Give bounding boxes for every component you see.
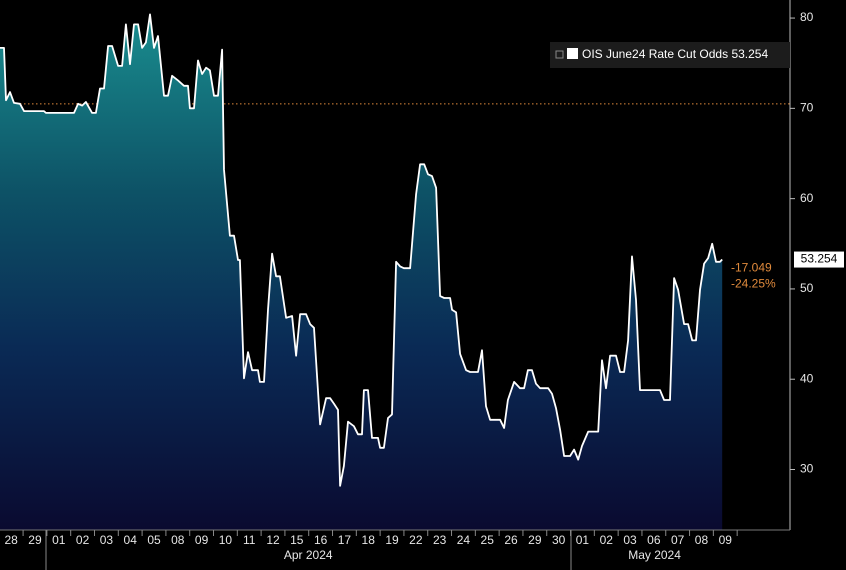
x-tick-label: 03 <box>100 533 114 547</box>
legend-box <box>550 42 790 68</box>
x-tick-label: 11 <box>243 533 256 547</box>
x-tick-label: 08 <box>695 533 709 547</box>
x-tick-label: 18 <box>362 533 376 547</box>
legend-toggle[interactable] <box>555 50 564 59</box>
x-tick-label: 22 <box>409 533 423 547</box>
legend-name: OIS June24 Rate Cut Odds <box>582 47 728 61</box>
series-line <box>0 13 723 487</box>
x-tick-label: 08 <box>171 533 185 547</box>
legend-swatch <box>567 48 578 59</box>
legend: OIS June24 Rate Cut Odds 53.254 <box>550 42 790 68</box>
x-tick-label: 29 <box>528 533 542 547</box>
x-tick-label: 12 <box>266 533 280 547</box>
x-tick-label: 03 <box>623 533 637 547</box>
y-tick-label: 50 <box>800 281 814 295</box>
x-tick-label: 09 <box>719 533 733 547</box>
y-tick-label: 40 <box>800 371 814 385</box>
x-tick-label: 06 <box>647 533 661 547</box>
x-tick-label: 26 <box>504 533 518 547</box>
area-fill <box>0 14 723 530</box>
x-tick-label: 28 <box>5 533 19 547</box>
x-tick-label: 01 <box>576 533 590 547</box>
change-label: -17.049 <box>731 261 772 275</box>
x-group-label: Apr 2024 <box>284 548 333 562</box>
x-tick-label: 15 <box>290 533 304 547</box>
x-tick-label: 24 <box>457 533 471 547</box>
x-tick-label: 19 <box>385 533 399 547</box>
y-tick-label: 30 <box>800 462 814 476</box>
y-tick-label: 80 <box>800 10 814 24</box>
x-tick-label: 04 <box>124 533 138 547</box>
legend-value: 53.254 <box>731 47 768 61</box>
change-pct-label: -24.25% <box>731 277 776 291</box>
y-tick-label: 70 <box>800 101 814 115</box>
x-tick-label: 02 <box>76 533 90 547</box>
x-tick-label: 29 <box>28 533 42 547</box>
x-tick-label: 01 <box>52 533 66 547</box>
x-tick-label: 10 <box>219 533 233 547</box>
last-value-box <box>794 251 844 268</box>
x-tick-label: 16 <box>314 533 328 547</box>
x-tick-label: 25 <box>481 533 495 547</box>
legend-text: OIS June24 Rate Cut Odds 53.254 <box>582 47 768 61</box>
x-tick-label: 17 <box>338 533 352 547</box>
x-tick-label: 23 <box>433 533 447 547</box>
x-group-label: May 2024 <box>628 548 681 562</box>
x-tick-label: 07 <box>671 533 685 547</box>
x-tick-label: 05 <box>147 533 161 547</box>
plot-area <box>0 13 790 530</box>
x-tick-label: 09 <box>195 533 209 547</box>
y-tick-label: 60 <box>800 191 814 205</box>
last-value-label: 53.254 <box>801 252 838 266</box>
x-tick-label: 02 <box>600 533 614 547</box>
x-tick-label: 30 <box>552 533 566 547</box>
